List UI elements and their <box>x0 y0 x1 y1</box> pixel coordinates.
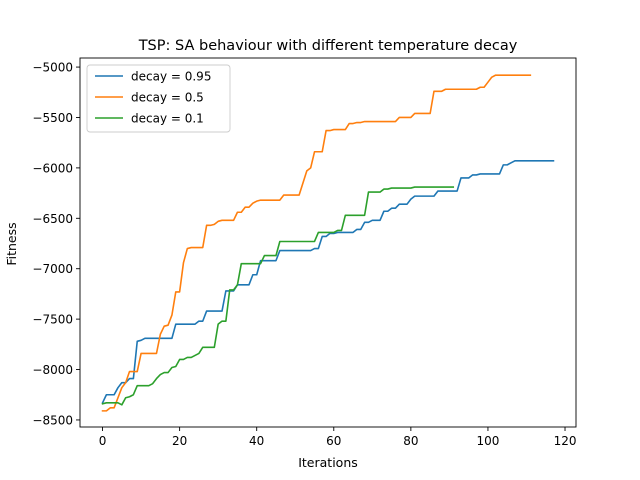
series-line-3 <box>101 186 455 406</box>
y-tick-label: −6500 <box>32 212 73 226</box>
axes: 0 20 40 60 80 100 120 −8500 −8000 −7500 −7000 −6500… <box>32 57 577 448</box>
y-tick-label: −7000 <box>32 262 73 276</box>
x-tick-label: 100 <box>476 434 499 448</box>
x-tick-label: 40 <box>249 434 264 448</box>
x-tick-label: 120 <box>554 434 577 448</box>
y-tick-label: −8000 <box>32 363 73 377</box>
legend-label-2: decay = 0.5 <box>131 91 204 105</box>
y-tick-label: −8500 <box>32 413 73 427</box>
y-tick-label: −5500 <box>32 111 73 125</box>
x-axis-label: Iterations <box>298 455 358 470</box>
series-line-2 <box>101 74 532 412</box>
x-tick-label: 0 <box>99 434 107 448</box>
axes-frame <box>79 57 577 428</box>
y-tick-label: −7500 <box>32 313 73 327</box>
x-tick-label: 80 <box>403 434 418 448</box>
legend-label-3: decay = 0.1 <box>131 112 204 126</box>
series-line-1 <box>101 160 555 404</box>
y-axis-label: Fitness <box>4 222 19 265</box>
plot-area <box>101 74 555 412</box>
x-tick-label: 20 <box>172 434 187 448</box>
x-tick-label: 60 <box>326 434 341 448</box>
chart-title: TSP: SA behaviour with different tempera… <box>138 38 518 54</box>
legend: decay = 0.95 decay = 0.5 decay = 0.1 <box>86 64 231 133</box>
legend-label-1: decay = 0.95 <box>131 70 211 84</box>
y-tick-label: −6000 <box>32 161 73 175</box>
y-tick-label: −5000 <box>32 61 73 75</box>
legend-box <box>86 64 231 133</box>
